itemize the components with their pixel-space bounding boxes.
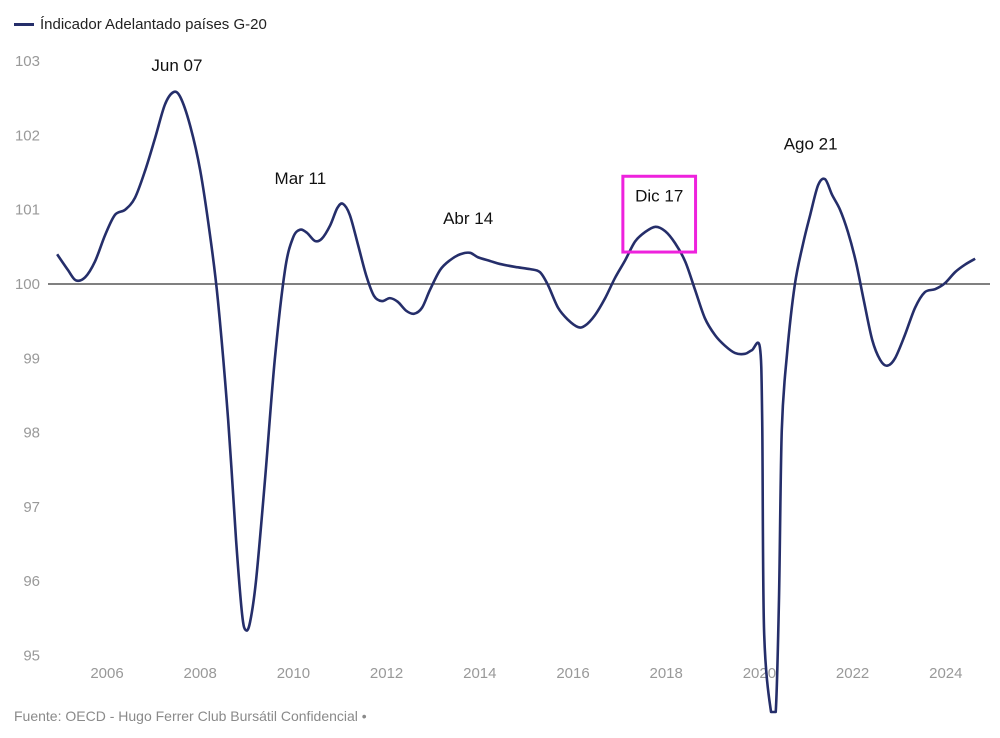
- y-tick-label: 103: [15, 53, 40, 70]
- y-tick-label: 99: [23, 350, 40, 367]
- highlight-box: [621, 174, 698, 254]
- x-tick-label: 2024: [929, 665, 962, 682]
- x-tick-label: 2016: [556, 665, 589, 682]
- y-tick-label: 95: [23, 648, 40, 665]
- y-tick-label: 97: [23, 499, 40, 516]
- annotation-label: Abr 14: [443, 209, 493, 228]
- x-tick-label: 2018: [650, 665, 683, 682]
- x-tick-label: 2022: [836, 665, 869, 682]
- legend-swatch: [14, 23, 34, 26]
- x-tick-label: 2014: [463, 665, 496, 682]
- y-tick-label: 98: [23, 425, 40, 442]
- x-tick-label: 2010: [277, 665, 310, 682]
- y-tick-label: 96: [23, 573, 40, 590]
- annotation-label: Jun 07: [151, 56, 202, 75]
- annotation-label: Ago 21: [784, 135, 838, 154]
- y-tick-label: 100: [15, 276, 40, 293]
- legend-label: Índicador Adelantado países G-20: [40, 16, 267, 33]
- y-tick-label: 101: [15, 202, 40, 219]
- series-line: [56, 90, 976, 714]
- x-tick-label: 2020: [743, 665, 776, 682]
- source-note: Fuente: OECD - Hugo Ferrer Club Bursátil…: [14, 708, 367, 724]
- x-tick-label: 2006: [90, 665, 123, 682]
- y-tick-label: 102: [15, 127, 40, 144]
- x-tick-label: 2008: [184, 665, 217, 682]
- annotation-label: Mar 11: [275, 169, 327, 188]
- annotation-label: Dic 17: [635, 187, 683, 206]
- x-tick-label: 2012: [370, 665, 403, 682]
- legend: Índicador Adelantado países G-20: [14, 16, 267, 33]
